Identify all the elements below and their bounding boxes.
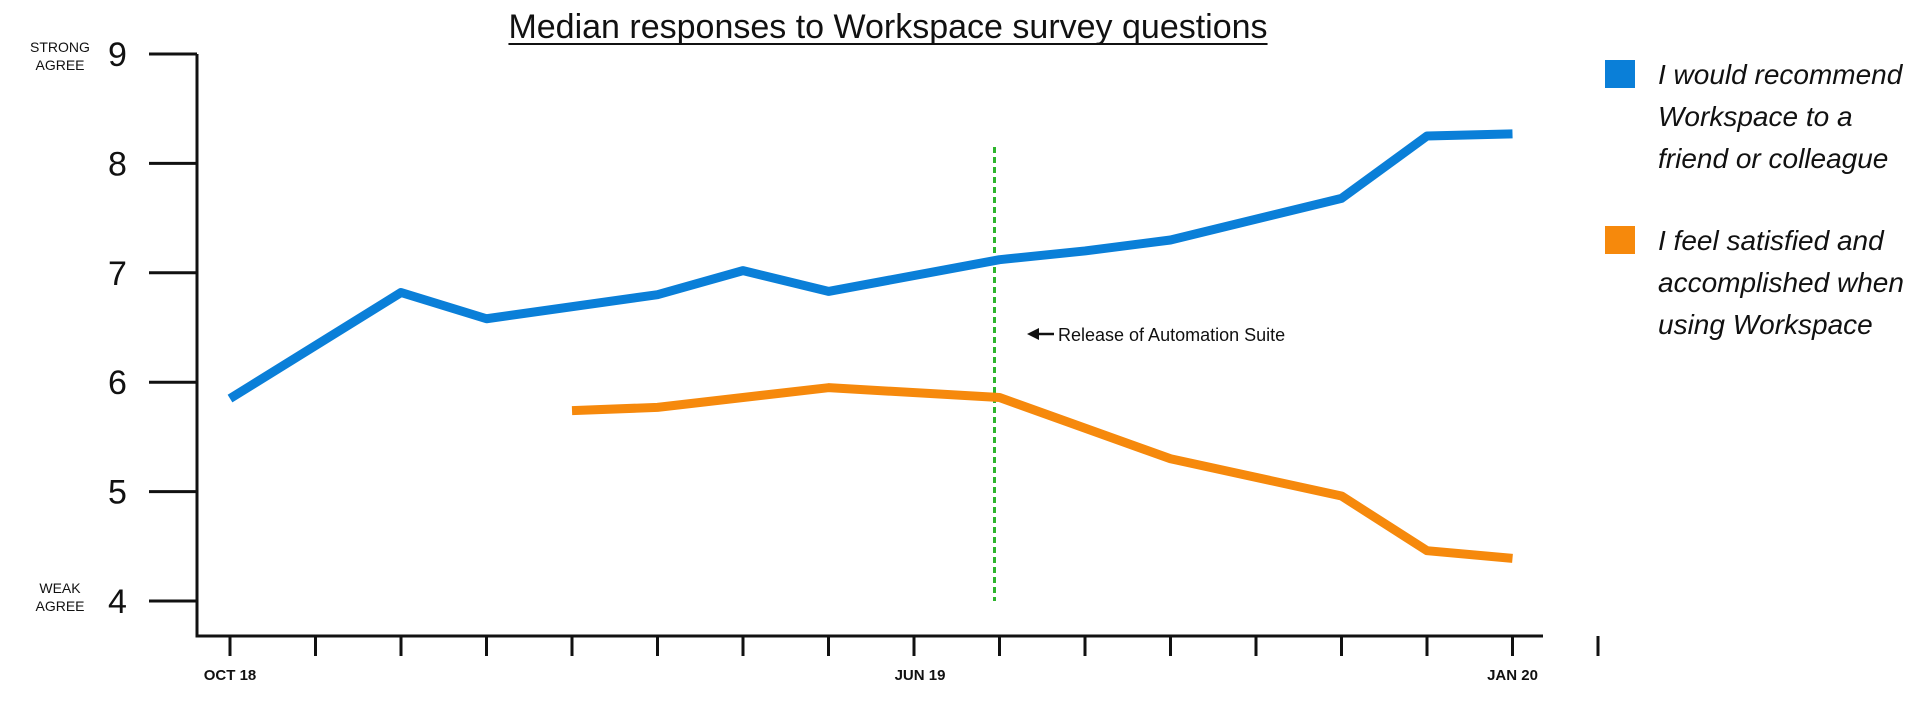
y-caption-bottom: WEAK AGREE [35,580,84,614]
legend-label-1: friend or colleague [1658,143,1888,174]
annotations: Release of Automation Suite [993,146,1285,601]
legend-label-2: I feel satisfied and [1658,225,1885,256]
annotation-text: Release of Automation Suite [1058,325,1285,345]
chart-title: Median responses to Workspace survey que… [508,8,1267,46]
axes [195,54,1543,638]
legend-label-1: Workspace to a [1658,101,1853,132]
y-caption-bottom-line: AGREE [35,598,84,614]
x-tick-label: JAN 20 [1487,667,1538,684]
legend-swatch-1 [1605,60,1635,88]
legend-label-1: I would recommend [1658,59,1904,90]
legend-swatch-2 [1605,226,1635,254]
legend-label-2: using Workspace [1658,309,1873,340]
series-line-2 [571,383,1513,563]
x-ticks: OCT 18 JUN 19 JAN 20 [204,636,1600,684]
legend-label-2: accomplished when [1658,267,1904,298]
chart-title-group: Median responses to Workspace survey que… [508,8,1268,46]
y-tick-label: 6 [108,364,127,402]
y-caption-top: STRONG AGREE [30,39,90,73]
y-tick-label: 9 [108,36,127,74]
series-lines [227,129,1513,563]
y-ticks: 4 5 6 7 8 9 STRONG AGREE WEAK AGREE [30,36,197,621]
y-caption-top-line: STRONG [30,39,90,55]
series-line-1 [227,129,1513,403]
y-tick-label: 7 [108,255,127,293]
x-tick-label: JUN 19 [895,667,946,684]
y-caption-top-line: AGREE [35,57,84,73]
legend: I would recommend Workspace to a friend or… [1605,59,1904,340]
y-caption-bottom-line: WEAK [39,580,81,596]
annotation-arrow-head [1027,328,1039,340]
x-tick-label: OCT 18 [204,667,257,684]
y-tick-label: 5 [108,474,127,512]
y-tick-label: 8 [108,145,127,183]
y-tick-label: 4 [108,583,127,621]
